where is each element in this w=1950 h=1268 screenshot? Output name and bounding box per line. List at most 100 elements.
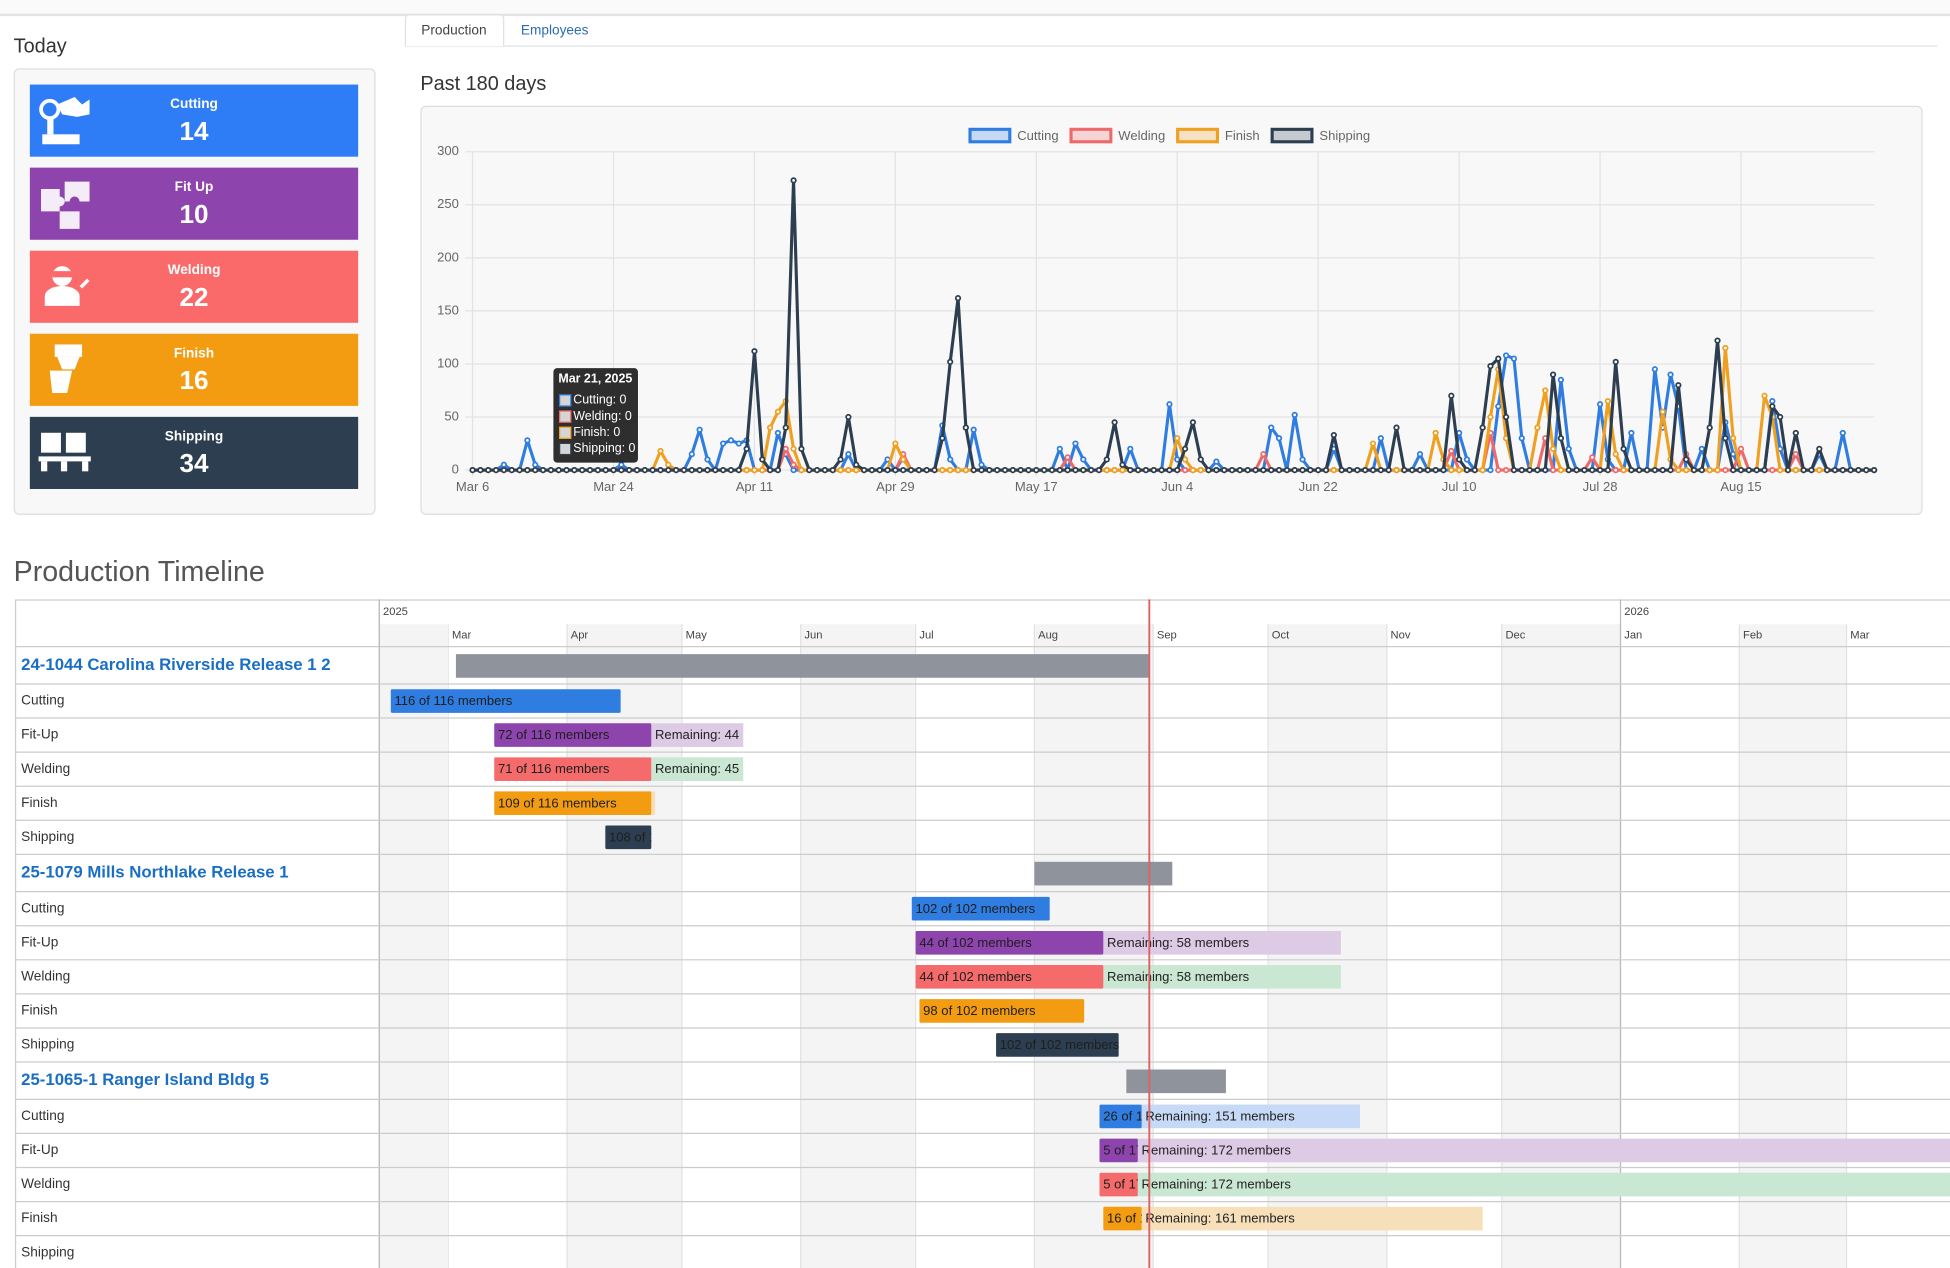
tooltip-box	[553, 368, 638, 463]
point	[1549, 466, 1557, 474]
x-tick-label: May 17	[1015, 479, 1058, 494]
point	[1479, 466, 1486, 474]
point	[1142, 466, 1150, 474]
point	[1236, 466, 1243, 474]
point	[1612, 451, 1619, 458]
chart-title: Past 180 days	[420, 73, 546, 95]
project-name[interactable]: 25-1065-1 Ranger Island Bldg 5	[21, 1070, 269, 1089]
bar-label: 16 of 177 members	[1107, 1211, 1220, 1226]
point	[1463, 466, 1471, 474]
point	[1283, 466, 1290, 474]
point	[829, 466, 836, 474]
task-name: Fit-Up	[21, 934, 59, 949]
point	[1181, 445, 1189, 452]
point	[1651, 366, 1658, 373]
section-title: Production Timeline	[14, 556, 265, 588]
point	[1589, 466, 1596, 474]
point	[680, 466, 688, 474]
month-label: Oct	[1272, 629, 1290, 641]
point	[1510, 466, 1518, 474]
point	[1565, 445, 1572, 452]
point	[657, 466, 664, 474]
point	[618, 461, 625, 468]
project-name[interactable]: 25-1079 Mills Northlake Release 1	[21, 862, 288, 881]
y-tick-label: 300	[437, 143, 459, 158]
tab[interactable]: Employees	[521, 23, 589, 38]
bar-label-clip: 98 of 102 members	[923, 1003, 1036, 1018]
point	[1502, 352, 1510, 359]
point	[868, 466, 875, 474]
done-bar	[996, 1033, 1119, 1057]
point	[1769, 466, 1776, 474]
point	[978, 461, 985, 468]
point	[579, 466, 586, 474]
bar-label: Remaining: 7 members	[655, 795, 790, 810]
tooltip-swatch	[558, 442, 572, 456]
top-bar	[0, 0, 1950, 15]
point	[1001, 466, 1009, 474]
y-tick-label: 200	[437, 249, 459, 264]
task-name: Shipping	[21, 829, 74, 844]
point	[884, 466, 891, 474]
point	[954, 295, 962, 302]
point	[1017, 466, 1024, 474]
x-tick-label: Jul 10	[1442, 479, 1477, 494]
remaining-bar	[1141, 1206, 1483, 1231]
bar-label: 5 of 177 members	[1103, 1177, 1209, 1192]
task-name: Cutting	[21, 900, 64, 915]
project-name[interactable]: 24-1044 Carolina Riverside Release 1 2	[21, 655, 330, 674]
point	[641, 466, 648, 474]
point	[1416, 451, 1424, 458]
point	[1604, 466, 1612, 474]
point	[751, 466, 758, 474]
year-label: 2026	[1624, 606, 1649, 618]
point	[1769, 403, 1776, 410]
point	[1056, 466, 1063, 474]
project-bar	[1126, 1069, 1226, 1094]
active-tab[interactable]	[404, 14, 505, 47]
done-bar	[1099, 1138, 1138, 1163]
point	[1119, 461, 1126, 468]
point	[500, 466, 507, 474]
point	[1291, 411, 1298, 419]
point	[892, 440, 899, 447]
point	[1620, 466, 1627, 474]
point	[1064, 466, 1071, 474]
point	[947, 358, 954, 365]
point	[492, 466, 500, 474]
bar-label: 26 of 177 members	[1103, 1108, 1216, 1123]
point	[720, 440, 727, 447]
point	[1596, 401, 1604, 408]
tooltip-title: Mar 21, 2025	[558, 372, 632, 386]
tab[interactable]: Production	[421, 23, 486, 38]
point	[1870, 466, 1878, 474]
point	[1612, 358, 1619, 365]
bar-label-clip: Remaining: 58 members	[1107, 969, 1250, 984]
point	[1174, 466, 1181, 474]
point	[1416, 466, 1424, 474]
y-tick-label: 250	[437, 196, 459, 211]
point	[626, 466, 633, 474]
point	[1667, 371, 1674, 378]
bar-label: 98 of 102 members	[923, 1003, 1036, 1018]
point	[1714, 337, 1721, 344]
point	[1761, 392, 1768, 399]
point	[947, 456, 954, 463]
point	[1432, 429, 1439, 437]
point	[1659, 466, 1666, 474]
task-name: Shipping	[21, 1244, 74, 1259]
point	[1095, 466, 1103, 474]
card-name: Shipping	[165, 428, 223, 443]
month-label: May	[686, 629, 708, 641]
point	[1839, 429, 1846, 437]
month-label: Nov	[1391, 629, 1411, 641]
point	[1213, 466, 1220, 474]
point	[1197, 456, 1204, 463]
month-label: Feb	[1743, 629, 1762, 641]
point	[1080, 466, 1087, 474]
point	[618, 466, 625, 474]
legend-label: Welding	[1118, 128, 1165, 143]
done-bar	[1099, 1104, 1142, 1129]
point	[766, 466, 774, 474]
icon-fitup	[41, 181, 90, 229]
